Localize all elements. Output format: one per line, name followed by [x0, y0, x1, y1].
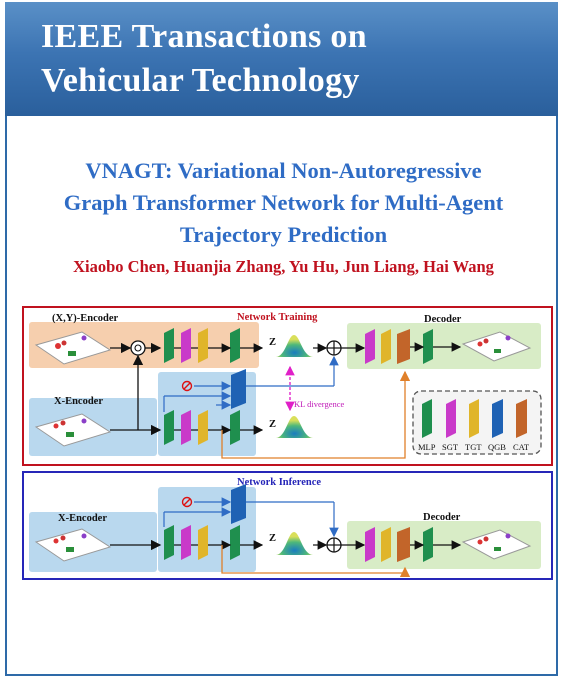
paper-title-line2: Graph Transformer Network for Multi-Agen… — [63, 190, 504, 215]
latent-gaussian-2 — [276, 416, 313, 438]
legend-mlp: MLP — [418, 399, 436, 452]
svg-text:MLP: MLP — [418, 442, 436, 452]
decoder-stack-inference — [365, 527, 433, 562]
legend-cat: CAT — [513, 399, 530, 452]
journal-title-line1: IEEE Transactions on — [41, 18, 367, 55]
paper-title-line1: VNAGT: Variational Non-Autoregressive — [85, 158, 482, 183]
output-map-inference — [461, 529, 532, 560]
svg-text:CAT: CAT — [513, 442, 530, 452]
output-map-training — [461, 331, 532, 362]
network-inference-heading: Network Inference — [237, 477, 321, 488]
scene-map-top — [34, 331, 112, 365]
svg-text:SGT: SGT — [442, 442, 459, 452]
latent-gaussian-1 — [276, 335, 313, 357]
journal-banner: IEEE Transactions on Vehicular Technolog… — [5, 2, 558, 116]
z-label-2: Z — [269, 419, 276, 430]
inference-scene-map — [34, 528, 112, 562]
paper-authors: Xiaobo Chen, Huanjia Zhang, Yu Hu, Jun L… — [73, 257, 494, 276]
svg-text:TGT: TGT — [465, 442, 482, 452]
journal-title-line2: Vehicular Technology — [41, 62, 360, 99]
xy-encoder-label: (X,Y)-Encoder — [52, 313, 119, 324]
x-encoder-stack — [164, 369, 246, 445]
training-panel — [22, 306, 553, 466]
inference-z-label: Z — [269, 533, 276, 544]
inference-encoder-stack — [164, 484, 246, 560]
z-label-1: Z — [269, 337, 276, 348]
inference-latent-gaussian — [276, 532, 313, 555]
legend-qgb: QGB — [488, 399, 506, 452]
paper-title-line3: Trajectory Prediction — [179, 222, 388, 247]
svg-text:QGB: QGB — [488, 442, 506, 452]
xy-encoder-stack — [164, 328, 240, 363]
null-icon — [181, 380, 193, 392]
inference-decoder-label: Decoder — [423, 512, 461, 523]
concat-node — [130, 340, 146, 356]
decoder-label: Decoder — [424, 314, 462, 325]
inference-panel — [22, 471, 553, 580]
inference-null-icon — [181, 496, 193, 508]
decoder-stack-training — [365, 329, 433, 364]
legend-sgt: SGT — [442, 399, 459, 452]
legend-tgt: TGT — [465, 399, 482, 452]
network-training-heading: Network Training — [237, 312, 318, 323]
scene-map-bottom — [34, 413, 112, 447]
kl-divergence-label: KL divergence — [294, 399, 344, 409]
inference-x-encoder-label: X-Encoder — [58, 513, 107, 524]
x-encoder-label: X-Encoder — [54, 396, 103, 407]
